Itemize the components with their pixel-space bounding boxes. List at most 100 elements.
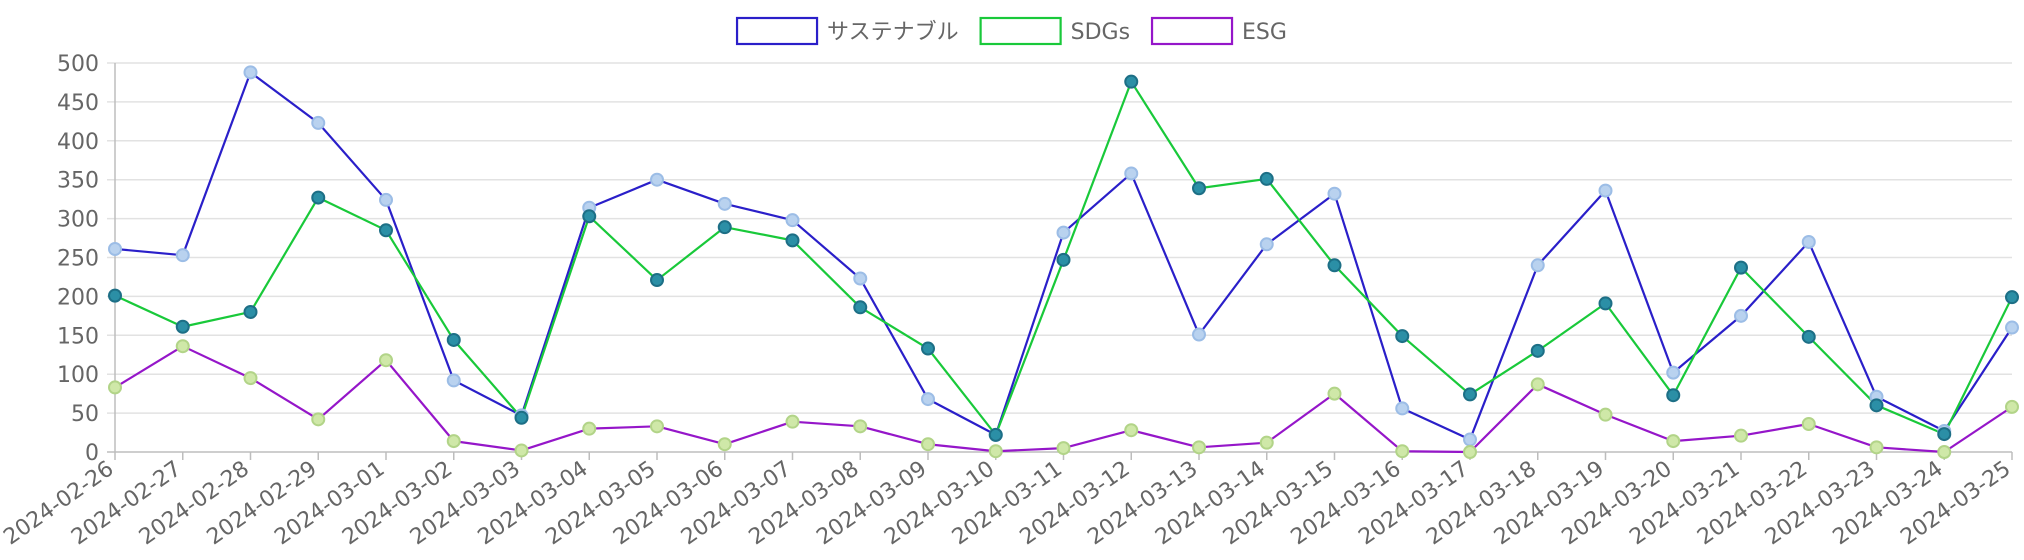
data-point-0[interactable] bbox=[785, 213, 800, 228]
data-point-1[interactable] bbox=[2005, 290, 2019, 305]
data-point-1[interactable] bbox=[1124, 74, 1139, 89]
data-point-2[interactable] bbox=[1666, 434, 1681, 449]
data-point-0[interactable] bbox=[1192, 327, 1206, 342]
data-point-0[interactable] bbox=[1734, 308, 1748, 323]
data-point-1[interactable] bbox=[243, 304, 258, 319]
data-point-2[interactable] bbox=[921, 437, 935, 452]
data-point-2[interactable] bbox=[1937, 445, 1952, 459]
data-point-0[interactable] bbox=[446, 373, 461, 388]
data-point-1[interactable] bbox=[650, 273, 664, 288]
data-point-0[interactable] bbox=[311, 115, 326, 130]
data-point-1[interactable] bbox=[717, 220, 732, 235]
data-point-2[interactable] bbox=[311, 412, 326, 427]
data-point-0[interactable] bbox=[379, 192, 393, 207]
data-point-0[interactable] bbox=[650, 172, 664, 187]
data-point-1[interactable] bbox=[1869, 398, 1884, 413]
data-point-2[interactable] bbox=[1259, 435, 1274, 450]
data-point-2[interactable] bbox=[717, 437, 732, 452]
series-points bbox=[108, 65, 2019, 459]
series-line-2 bbox=[114, 345, 2013, 454]
data-point-1[interactable] bbox=[175, 319, 190, 334]
legend-label-1[interactable]: SDGs bbox=[1071, 20, 1130, 45]
data-point-1[interactable] bbox=[311, 190, 326, 205]
data-point-1[interactable] bbox=[1463, 387, 1477, 402]
data-point-2[interactable] bbox=[1734, 428, 1748, 443]
x-axis: 2024-02-262024-02-272024-02-282024-02-29… bbox=[0, 452, 2015, 550]
data-point-1[interactable] bbox=[1192, 181, 1206, 196]
data-point-0[interactable] bbox=[1259, 237, 1274, 252]
data-point-2[interactable] bbox=[650, 419, 664, 434]
data-point-1[interactable] bbox=[514, 410, 529, 425]
y-tick-label: 450 bbox=[57, 91, 99, 116]
data-point-2[interactable] bbox=[514, 443, 529, 458]
data-point-0[interactable] bbox=[1124, 166, 1139, 181]
y-axis: 0 50 100 150 200 250 300 350 400 450 500 bbox=[57, 52, 99, 466]
data-point-2[interactable] bbox=[1056, 441, 1071, 456]
data-point-1[interactable] bbox=[582, 209, 597, 224]
data-point-0[interactable] bbox=[717, 196, 732, 211]
legend-label-0[interactable]: サステナブル bbox=[827, 20, 959, 45]
data-point-1[interactable] bbox=[853, 300, 868, 315]
data-point-1[interactable] bbox=[1056, 252, 1071, 267]
data-point-1[interactable] bbox=[1734, 260, 1748, 275]
data-point-0[interactable] bbox=[1395, 401, 1410, 416]
data-point-2[interactable] bbox=[1192, 440, 1206, 455]
data-point-1[interactable] bbox=[988, 427, 1003, 442]
data-point-0[interactable] bbox=[2005, 320, 2019, 335]
y-tick-label: 200 bbox=[57, 285, 99, 310]
legend-swatch-1[interactable] bbox=[979, 16, 1062, 46]
data-point-1[interactable] bbox=[379, 223, 393, 238]
data-point-1[interactable] bbox=[1327, 258, 1342, 273]
data-point-2[interactable] bbox=[1124, 423, 1139, 438]
y-tick-label: 250 bbox=[57, 247, 99, 272]
data-point-2[interactable] bbox=[988, 444, 1003, 459]
data-point-2[interactable] bbox=[853, 419, 868, 434]
data-point-2[interactable] bbox=[446, 434, 461, 449]
data-point-0[interactable] bbox=[1801, 234, 1816, 249]
data-point-1[interactable] bbox=[1530, 343, 1545, 358]
data-point-0[interactable] bbox=[108, 241, 122, 256]
data-point-2[interactable] bbox=[1530, 377, 1545, 392]
data-point-0[interactable] bbox=[1666, 365, 1681, 380]
data-point-2[interactable] bbox=[379, 353, 393, 368]
y-tick-label: 400 bbox=[57, 130, 99, 155]
data-point-0[interactable] bbox=[1598, 183, 1613, 198]
data-point-0[interactable] bbox=[1327, 186, 1342, 201]
data-point-2[interactable] bbox=[1327, 386, 1342, 401]
data-point-2[interactable] bbox=[2005, 399, 2019, 414]
data-point-1[interactable] bbox=[1666, 388, 1681, 403]
data-point-1[interactable] bbox=[1395, 329, 1410, 344]
data-point-2[interactable] bbox=[1463, 445, 1477, 459]
legend-label-2[interactable]: ESG bbox=[1242, 20, 1287, 45]
data-point-1[interactable] bbox=[785, 233, 800, 248]
data-point-2[interactable] bbox=[582, 421, 597, 436]
data-point-1[interactable] bbox=[921, 341, 935, 356]
data-point-2[interactable] bbox=[1395, 444, 1410, 459]
data-point-2[interactable] bbox=[1869, 440, 1884, 455]
data-point-1[interactable] bbox=[108, 288, 122, 303]
data-point-1[interactable] bbox=[1801, 329, 1816, 344]
data-point-2[interactable] bbox=[1598, 407, 1613, 422]
data-point-0[interactable] bbox=[921, 392, 935, 407]
data-point-1[interactable] bbox=[1937, 427, 1952, 442]
data-point-0[interactable] bbox=[1056, 225, 1071, 240]
data-point-2[interactable] bbox=[175, 339, 190, 354]
data-point-1[interactable] bbox=[1598, 296, 1613, 311]
data-point-0[interactable] bbox=[243, 65, 258, 80]
y-tick-label: 500 bbox=[57, 52, 99, 77]
y-tick-label: 300 bbox=[57, 208, 99, 233]
data-point-1[interactable] bbox=[1259, 171, 1274, 186]
data-point-1[interactable] bbox=[446, 332, 461, 347]
data-point-2[interactable] bbox=[785, 414, 800, 429]
data-point-0[interactable] bbox=[1530, 258, 1545, 273]
data-point-2[interactable] bbox=[108, 380, 122, 395]
y-tick-label: 350 bbox=[57, 169, 99, 194]
data-point-0[interactable] bbox=[853, 271, 868, 286]
legend-swatch-2[interactable] bbox=[1150, 16, 1234, 46]
data-point-2[interactable] bbox=[1801, 416, 1816, 431]
data-point-2[interactable] bbox=[243, 371, 258, 386]
legend-swatch-0[interactable] bbox=[735, 16, 819, 46]
data-point-0[interactable] bbox=[1463, 432, 1477, 447]
data-point-0[interactable] bbox=[175, 248, 190, 263]
